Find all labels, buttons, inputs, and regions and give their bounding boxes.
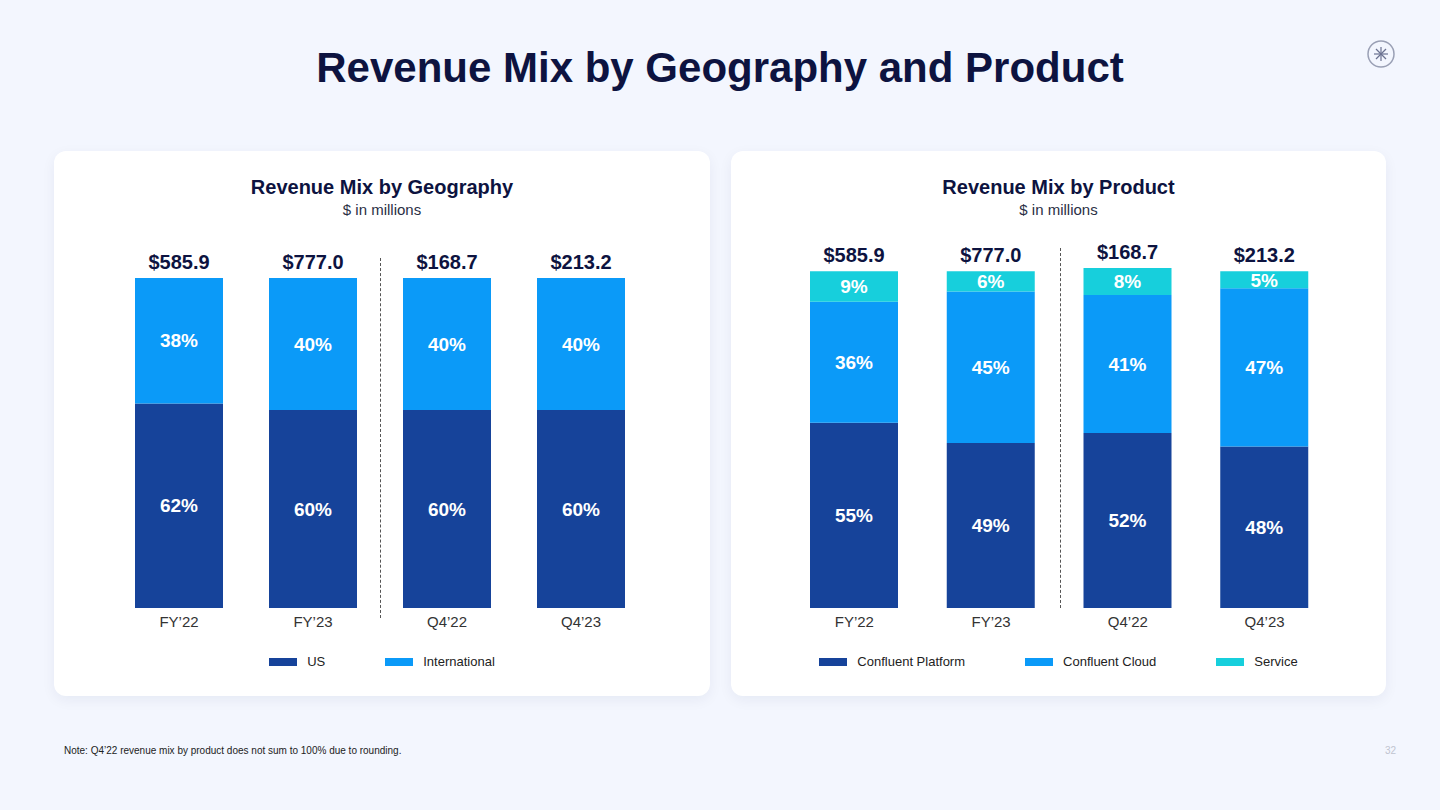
svg-text:60%: 60% [562,499,600,520]
svg-text:36%: 36% [835,352,873,373]
svg-text:52%: 52% [1108,510,1146,531]
svg-text:40%: 40% [294,334,332,355]
html-text:32: 32 [1384,745,1396,756]
svg-text:FY’23: FY’23 [972,613,1011,630]
svg-text:62%: 62% [160,495,198,516]
svg-text:Q4’22: Q4’22 [427,613,467,630]
svg-text:8%: 8% [1114,271,1142,292]
svg-text:40%: 40% [428,334,466,355]
svg-text:$168.7: $168.7 [1097,241,1158,263]
svg-text:$213.2: $213.2 [1234,244,1295,266]
svg-text:49%: 49% [972,515,1010,536]
svg-text:48%: 48% [1245,517,1283,538]
html-text:Confluent Cloud: Confluent Cloud [1063,654,1157,669]
svg-text:Q4’23: Q4’23 [561,613,601,630]
html-text:Service: Service [1254,654,1298,669]
html-text:Revenue Mix by Geography: Revenue Mix by Geography [250,176,514,198]
svg-text:FY’22: FY’22 [835,613,874,630]
html-text:International: International [423,654,495,669]
svg-text:$585.9: $585.9 [823,244,884,266]
svg-text:$777.0: $777.0 [960,244,1021,266]
svg-text:60%: 60% [294,499,332,520]
svg-text:Q4’23: Q4’23 [1245,613,1285,630]
svg-text:$168.7: $168.7 [416,251,477,273]
svg-text:41%: 41% [1108,354,1146,375]
svg-text:$213.2: $213.2 [550,251,611,273]
svg-text:55%: 55% [835,505,873,526]
svg-text:$777.0: $777.0 [282,251,343,273]
html-text:$ in millions: $ in millions [1019,201,1098,218]
svg-text:Q4’22: Q4’22 [1108,613,1148,630]
html-text:$ in millions: $ in millions [342,201,422,218]
html-text:Revenue Mix by Product: Revenue Mix by Product [942,176,1175,198]
svg-text:6%: 6% [977,271,1005,292]
svg-text:FY’22: FY’22 [159,613,198,630]
html-text:US: US [307,654,326,669]
svg-text:$585.9: $585.9 [148,251,209,273]
svg-text:45%: 45% [972,357,1010,378]
html-text:Note: Q4’22 revenue mix by pro: Note: Q4’22 revenue mix by product does … [64,745,402,756]
html-text:Revenue Mix by Geography and P: Revenue Mix by Geography and Product [316,44,1124,91]
svg-text:FY’23: FY’23 [293,613,332,630]
svg-text:5%: 5% [1251,270,1279,291]
html-text:Confluent Platform: Confluent Platform [857,654,965,669]
svg-text:60%: 60% [428,499,466,520]
svg-text:40%: 40% [562,334,600,355]
svg-text:47%: 47% [1245,357,1283,378]
svg-text:9%: 9% [840,276,868,297]
svg-text:38%: 38% [160,330,198,351]
